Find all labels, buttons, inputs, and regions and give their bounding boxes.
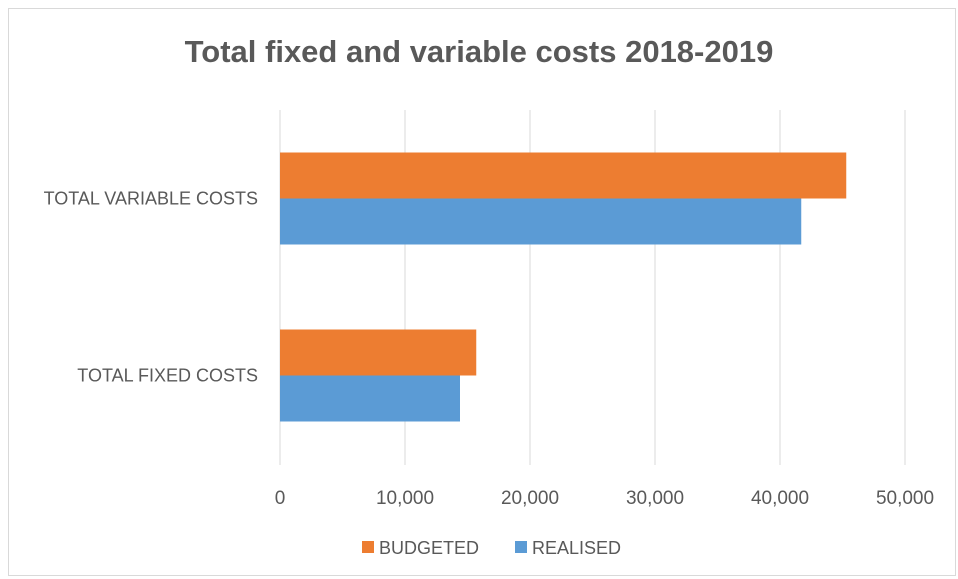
legend: BUDGETED REALISED (362, 538, 621, 558)
x-tick-label: 50,000 (876, 488, 934, 509)
legend-swatch-realised (515, 541, 527, 553)
bars (280, 152, 847, 422)
category-label: TOTAL FIXED COSTS (77, 366, 258, 386)
x-tick-label: 20,000 (501, 488, 559, 509)
x-tick-label: 10,000 (376, 488, 434, 509)
legend-label-budgeted: BUDGETED (379, 538, 479, 558)
legend-swatch-budgeted (362, 541, 374, 553)
category-labels: TOTAL VARIABLE COSTS TOTAL FIXED COSTS (44, 189, 258, 386)
bar-budgeted-1 (280, 329, 477, 376)
chart-title: Total fixed and variable costs 2018-2019 (184, 34, 774, 69)
legend-label-realised: REALISED (532, 538, 621, 558)
chart-frame (8, 8, 956, 576)
category-label: TOTAL VARIABLE COSTS (44, 189, 258, 209)
bar-realised-0 (280, 198, 802, 245)
x-tick-labels: 0 10,000 20,000 30,000 40,000 50,000 (275, 488, 934, 509)
bar-budgeted-0 (280, 152, 847, 199)
x-tick-label: 0 (275, 488, 286, 509)
bar-realised-1 (280, 375, 460, 422)
x-tick-label: 40,000 (751, 488, 809, 509)
x-tick-label: 30,000 (626, 488, 684, 509)
